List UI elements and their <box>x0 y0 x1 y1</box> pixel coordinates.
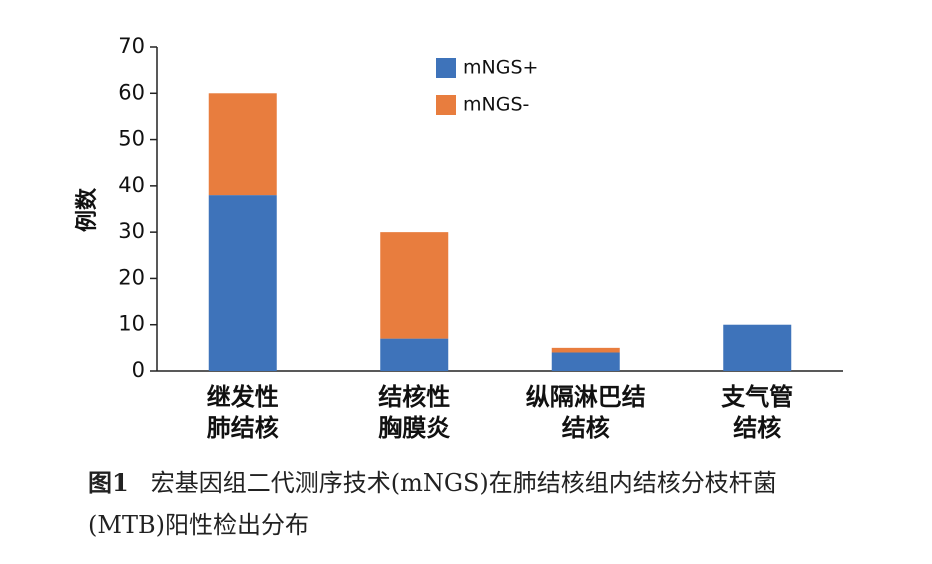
legend-label: mNGS+ <box>463 57 538 79</box>
y-axis-label: 例数 <box>74 187 100 232</box>
x-tick-label: 结核性 <box>378 383 450 411</box>
y-tick-label: 20 <box>118 265 145 289</box>
bar-segment <box>380 232 449 339</box>
y-tick-label: 50 <box>118 127 145 151</box>
bar-segment <box>551 347 620 353</box>
x-tick-label: 肺结核 <box>207 414 279 442</box>
y-tick-label: 40 <box>118 173 145 197</box>
caption: 图1 宏基因组二代测序技术(mNGS)在肺结核组内结核分枝杆菌(MTB)阳性检出分… <box>88 462 848 546</box>
bar-segment <box>208 93 277 196</box>
x-tick-label: 纵隔淋巴结 <box>526 383 646 411</box>
bar-segment <box>208 195 277 371</box>
y-tick-label: 10 <box>118 312 145 336</box>
legend-swatch <box>436 95 456 115</box>
x-tick-label: 结核 <box>733 414 781 442</box>
y-tick-label: 70 <box>118 34 145 58</box>
x-tick-label: 继发性 <box>207 383 279 411</box>
caption-label: 图1 <box>88 468 129 497</box>
legend-swatch <box>436 58 456 78</box>
x-tick-label: 胸膜炎 <box>378 414 450 442</box>
bar-segment <box>551 352 620 371</box>
x-tick-label: 结核 <box>562 414 610 442</box>
y-tick-label: 30 <box>118 219 145 243</box>
legend-label: mNGS- <box>463 94 529 116</box>
x-tick-label: 支气管 <box>721 383 793 411</box>
caption-text: 宏基因组二代测序技术(mNGS)在肺结核组内结核分枝杆菌(MTB)阳性检出分布 <box>88 469 777 539</box>
bar-segment <box>723 324 792 371</box>
y-tick-label: 60 <box>118 80 145 104</box>
y-tick-label: 0 <box>132 358 145 382</box>
bar-segment <box>380 338 449 371</box>
